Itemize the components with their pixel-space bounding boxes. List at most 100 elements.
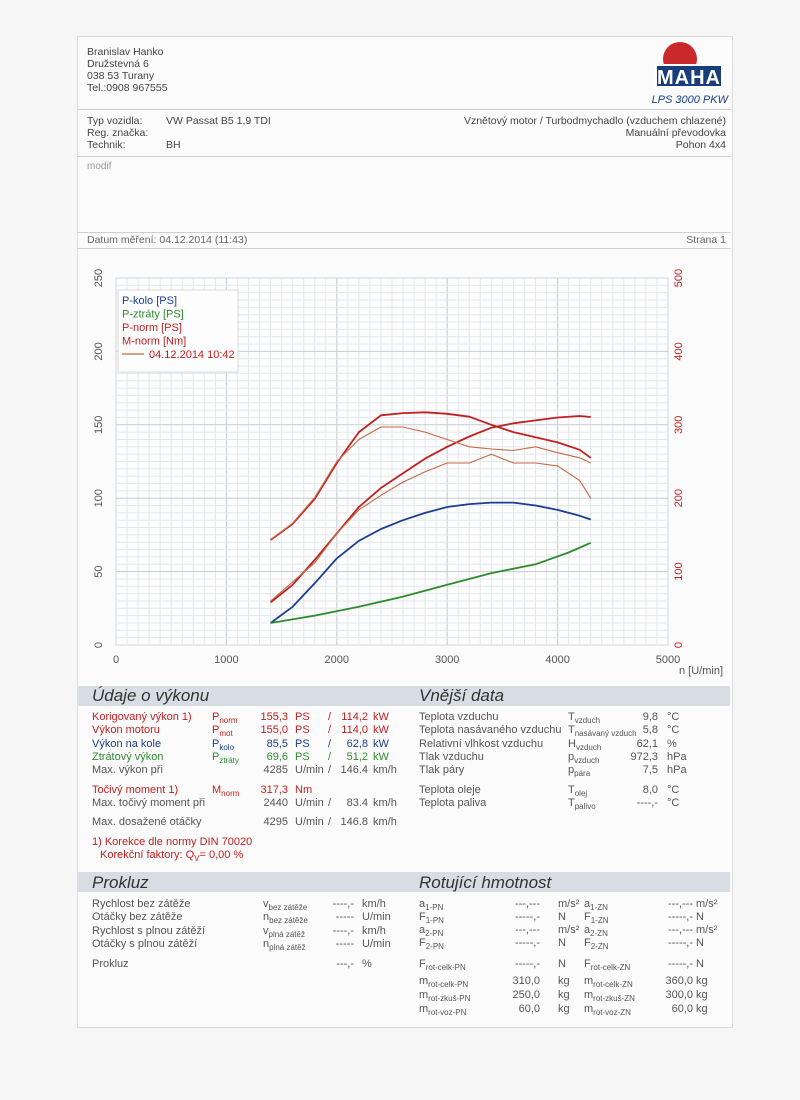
rot-value: -----,- [667,958,693,970]
ext-symbol: ppára [568,764,590,780]
rot-value: 300,0 [665,989,693,1001]
perf-unit-1: PS [295,737,310,750]
perf-value-2: 114,0 [341,724,368,737]
legend-item: P-norm [PS] [122,322,182,334]
vehicle-spec: Vznětový motor / Turbodmychadlo (vzduche… [400,115,726,151]
y-right-tick-label: 100 [673,562,685,580]
rot-symbol-main: F [419,911,426,923]
max-rpm-sep: / [328,816,332,828]
slip-symbol-main: n [263,911,270,924]
perf-symbol: Pkolo [212,738,234,754]
reg-label: Reg. značka: [87,127,149,139]
ext-symbol: Tvzduch [568,711,600,727]
rot-unit: m/s² [558,924,580,936]
rot-value: ---,--- [667,898,693,910]
series-line-1 [270,541,592,624]
rot-value: -----,- [514,937,540,949]
address-block: Branislav Hanko Družstevná 6 038 53 Tura… [87,46,168,94]
rot-value: 250,0 [512,989,540,1001]
perf-value-1: 85,5 [266,737,288,750]
perf-unit-1: U/min [295,764,324,777]
y-left-tick-label: 200 [93,342,105,360]
divider [77,232,731,233]
perf-symbol-main: P [212,737,220,750]
slip-symbol-main: v [263,898,269,910]
perf-symbol: Mnorm [212,784,239,800]
slip-symbol-sub: bez zátěže [268,903,308,913]
vehicle-values: VW Passat B5 1,9 TDI BH [166,115,271,151]
rot-symbol: mrot-celk-ZN [584,975,633,991]
y-left-tick-label: 0 [93,642,105,648]
perf-unit-2: kW [373,737,389,750]
correction-sub: V [194,854,200,864]
x-tick-label: 3000 [435,654,459,666]
slip-symbol: vbez zátěže [263,898,307,914]
rot-symbol: Frot-celk-ZN [584,958,630,974]
ext-symbol-main: p [568,750,575,763]
slip-label: Rychlost s plnou zátěží [92,924,206,937]
perf-symbol-sub: ztráty [219,756,239,766]
rot-value: -----,- [514,958,540,970]
ext-unit: hPa [667,750,687,763]
section-header-bar [78,686,730,706]
rot-unit: kg [558,975,570,987]
rot-value: 310,0 [512,975,540,987]
rot-unit: N [558,958,566,970]
slip-unit: km/h [362,898,386,910]
rot-unit: kg [696,989,708,1001]
rot-symbol-sub: rot-celk-PN [428,980,469,990]
perf-unit-1: PS [295,711,310,723]
slip-symbol: nplná zátěž [263,938,306,954]
legend-date: 04.12.2014 10:42 [149,349,235,361]
max-rpm-unit: U/min [295,816,324,828]
perf-sep: / [328,764,332,777]
rot-symbol-main: F [584,911,591,923]
rot-symbol-main: m [419,975,429,987]
rot-symbol-sub: 2-ZN [590,942,609,952]
perf-symbol-main: P [212,711,220,723]
rot-value: 60,0 [518,1003,540,1015]
y-left-tick-label: 150 [93,416,105,434]
ext-symbol-main: p [568,764,575,777]
perf-unit-1: Nm [295,784,313,796]
dyno-chart: 0 1000 2000 3000 4000 5000 0 50 100 150 200 250 0 100… [93,269,723,677]
slip-symbol-main: n [263,937,270,950]
slip-label: Otáčky bez zátěže [92,911,183,924]
perf-unit-2: kW [373,724,389,737]
ext-value: ----,- [636,797,658,810]
perf-symbol-sub: norm [219,716,238,726]
perf-label: Max. točivý moment při [92,797,206,810]
rot-symbol-main: F [584,937,591,949]
perf-label: Výkon motoru [92,724,160,737]
perf-unit-1: U/min [295,797,324,810]
series-line-5 [270,426,591,541]
ext-symbol-main: T [568,784,575,796]
ext-symbol-sub: palivo [574,802,596,812]
rot-symbol-sub: rot-celk-PN [425,963,466,973]
perf-symbol: Pmot [212,724,233,740]
perf-unit-2: km/h [373,764,397,777]
perf-value-1: 69,6 [266,750,288,763]
perf-label: Točivý moment 1) [92,784,179,796]
engine-type: Vznětový motor / Turbodmychadlo (vzduche… [463,115,726,127]
ext-symbol-main: T [568,724,575,737]
divider [77,156,731,157]
ext-symbol: Tpalivo [568,797,596,813]
y-right-tick-label: 400 [673,342,685,360]
perf-symbol: Pztráty [212,751,239,767]
ext-symbol: pvzduch [568,751,599,767]
ext-label: Teplota oleje [419,784,481,796]
rot-symbol-main: m [584,1003,594,1015]
x-axis-label: n [U/min] [679,665,723,677]
ext-unit: % [667,737,677,750]
ext-label: Tlak vzduchu [419,750,484,763]
section-header-bar-2 [78,872,730,892]
rot-unit: kg [558,1003,570,1015]
rot-value: 360,0 [665,975,693,987]
ext-unit: °C [667,784,680,796]
rotating-mass-title: Rotující hmotnost [419,873,552,892]
chart-axes: 0 1000 2000 3000 4000 5000 0 50 100 150 200 250 0 100… [93,269,723,677]
slip-total-unit: % [362,958,372,970]
rot-symbol: F2-ZN [584,937,609,953]
slip-unit: U/min [362,911,391,924]
